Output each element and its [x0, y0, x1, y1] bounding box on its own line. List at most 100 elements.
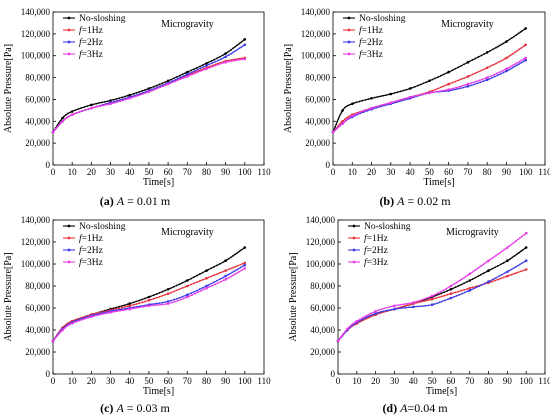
- data-marker: [391, 305, 394, 308]
- data-marker: [121, 306, 123, 309]
- data-marker: [504, 248, 507, 250]
- data-marker: [366, 315, 369, 318]
- data-marker: [376, 312, 379, 314]
- data-marker: [106, 100, 109, 103]
- data-marker: [138, 299, 141, 302]
- data-marker: [81, 110, 84, 112]
- data-marker: [485, 270, 488, 273]
- data-marker: [510, 268, 513, 271]
- data-point: [166, 300, 170, 303]
- chart-panel-c: 0 20,000 40,000 60,000 80,000 100,000 120,000 1…: [3, 215, 271, 415]
- data-marker: [233, 270, 236, 273]
- data-marker: [60, 121, 62, 124]
- data-marker: [65, 116, 68, 119]
- data-marker: [425, 297, 428, 300]
- data-marker: [499, 263, 502, 266]
- y-tick-label: 140,000: [21, 215, 51, 225]
- data-marker: [412, 95, 414, 98]
- data-marker: [382, 94, 384, 97]
- data-marker: [420, 93, 423, 96]
- data-marker: [222, 61, 225, 64]
- data-marker: [170, 78, 172, 81]
- x-tick-label: 90: [502, 167, 512, 177]
- data-marker: [211, 284, 214, 287]
- data-marker: [173, 300, 176, 303]
- data-marker: [84, 317, 87, 320]
- data-marker: [416, 84, 419, 87]
- data-point: [147, 87, 151, 90]
- data-marker: [491, 76, 493, 79]
- data-marker: [435, 302, 438, 305]
- data-marker: [507, 55, 510, 58]
- data-marker: [136, 94, 139, 97]
- data-marker: [517, 238, 519, 241]
- data-marker: [377, 105, 380, 107]
- data-marker: [338, 337, 341, 340]
- x-tick-label: 50: [425, 167, 435, 177]
- data-marker: [194, 69, 196, 72]
- y-tick-label: 100,000: [21, 51, 51, 61]
- y-axis-label: Absolute Pressure[Pa]: [288, 252, 299, 341]
- data-marker: [452, 87, 455, 90]
- data-marker: [149, 298, 152, 301]
- data-marker: [193, 68, 195, 70]
- data-point: [224, 259, 227, 263]
- data-marker: [510, 273, 513, 276]
- data-marker: [400, 98, 403, 101]
- series-line: [337, 260, 527, 342]
- data-marker: [159, 86, 162, 89]
- data-marker: [367, 313, 370, 316]
- data-marker: [337, 118, 340, 120]
- data-marker: [385, 309, 387, 312]
- data-marker: [502, 249, 505, 252]
- legend-entry-f3: f=3Hz: [364, 257, 388, 268]
- data-marker: [136, 306, 139, 309]
- data-marker: [518, 60, 521, 63]
- legend-entry-f2: f=2Hz: [364, 245, 388, 256]
- data-marker: [361, 99, 364, 102]
- data-marker: [519, 31, 522, 33]
- legend-swatch-marker: [352, 236, 356, 240]
- data-point: [109, 99, 112, 102]
- data-marker: [462, 86, 464, 89]
- data-marker: [441, 90, 443, 92]
- data-marker: [222, 56, 225, 59]
- data-marker: [457, 290, 460, 293]
- data-marker: [493, 73, 495, 76]
- data-marker: [99, 105, 101, 107]
- data-marker: [135, 92, 138, 94]
- data-marker: [397, 304, 400, 306]
- data-marker: [438, 301, 441, 304]
- y-tick-label: 60,000: [305, 94, 330, 104]
- data-marker: [170, 299, 172, 302]
- data-marker: [235, 59, 238, 62]
- data-marker: [176, 77, 179, 80]
- data-marker: [202, 66, 205, 68]
- data-point: [147, 90, 151, 94]
- data-marker: [497, 61, 500, 63]
- data-point: [466, 82, 470, 86]
- y-tick-label: 120,000: [301, 29, 331, 39]
- data-marker: [403, 305, 406, 307]
- data-marker: [170, 291, 172, 294]
- data-marker: [237, 267, 240, 270]
- data-marker: [141, 90, 144, 92]
- data-marker: [188, 74, 191, 77]
- legend-entry-no-sloshing: No-sloshing: [364, 222, 411, 232]
- data-marker: [130, 96, 133, 99]
- data-point: [466, 85, 470, 88]
- data-marker: [480, 54, 483, 57]
- x-tick-label: 80: [483, 167, 493, 177]
- data-marker: [92, 103, 95, 106]
- data-marker: [458, 293, 461, 296]
- data-point: [506, 270, 509, 274]
- data-point: [166, 292, 170, 296]
- data-marker: [387, 309, 390, 311]
- x-tick-label: 90: [503, 376, 513, 386]
- x-tick-label: 0: [51, 167, 56, 177]
- x-tick-label: 80: [202, 376, 212, 386]
- data-marker: [194, 292, 196, 295]
- data-marker: [196, 71, 199, 74]
- data-marker: [492, 278, 495, 281]
- data-marker: [343, 118, 346, 121]
